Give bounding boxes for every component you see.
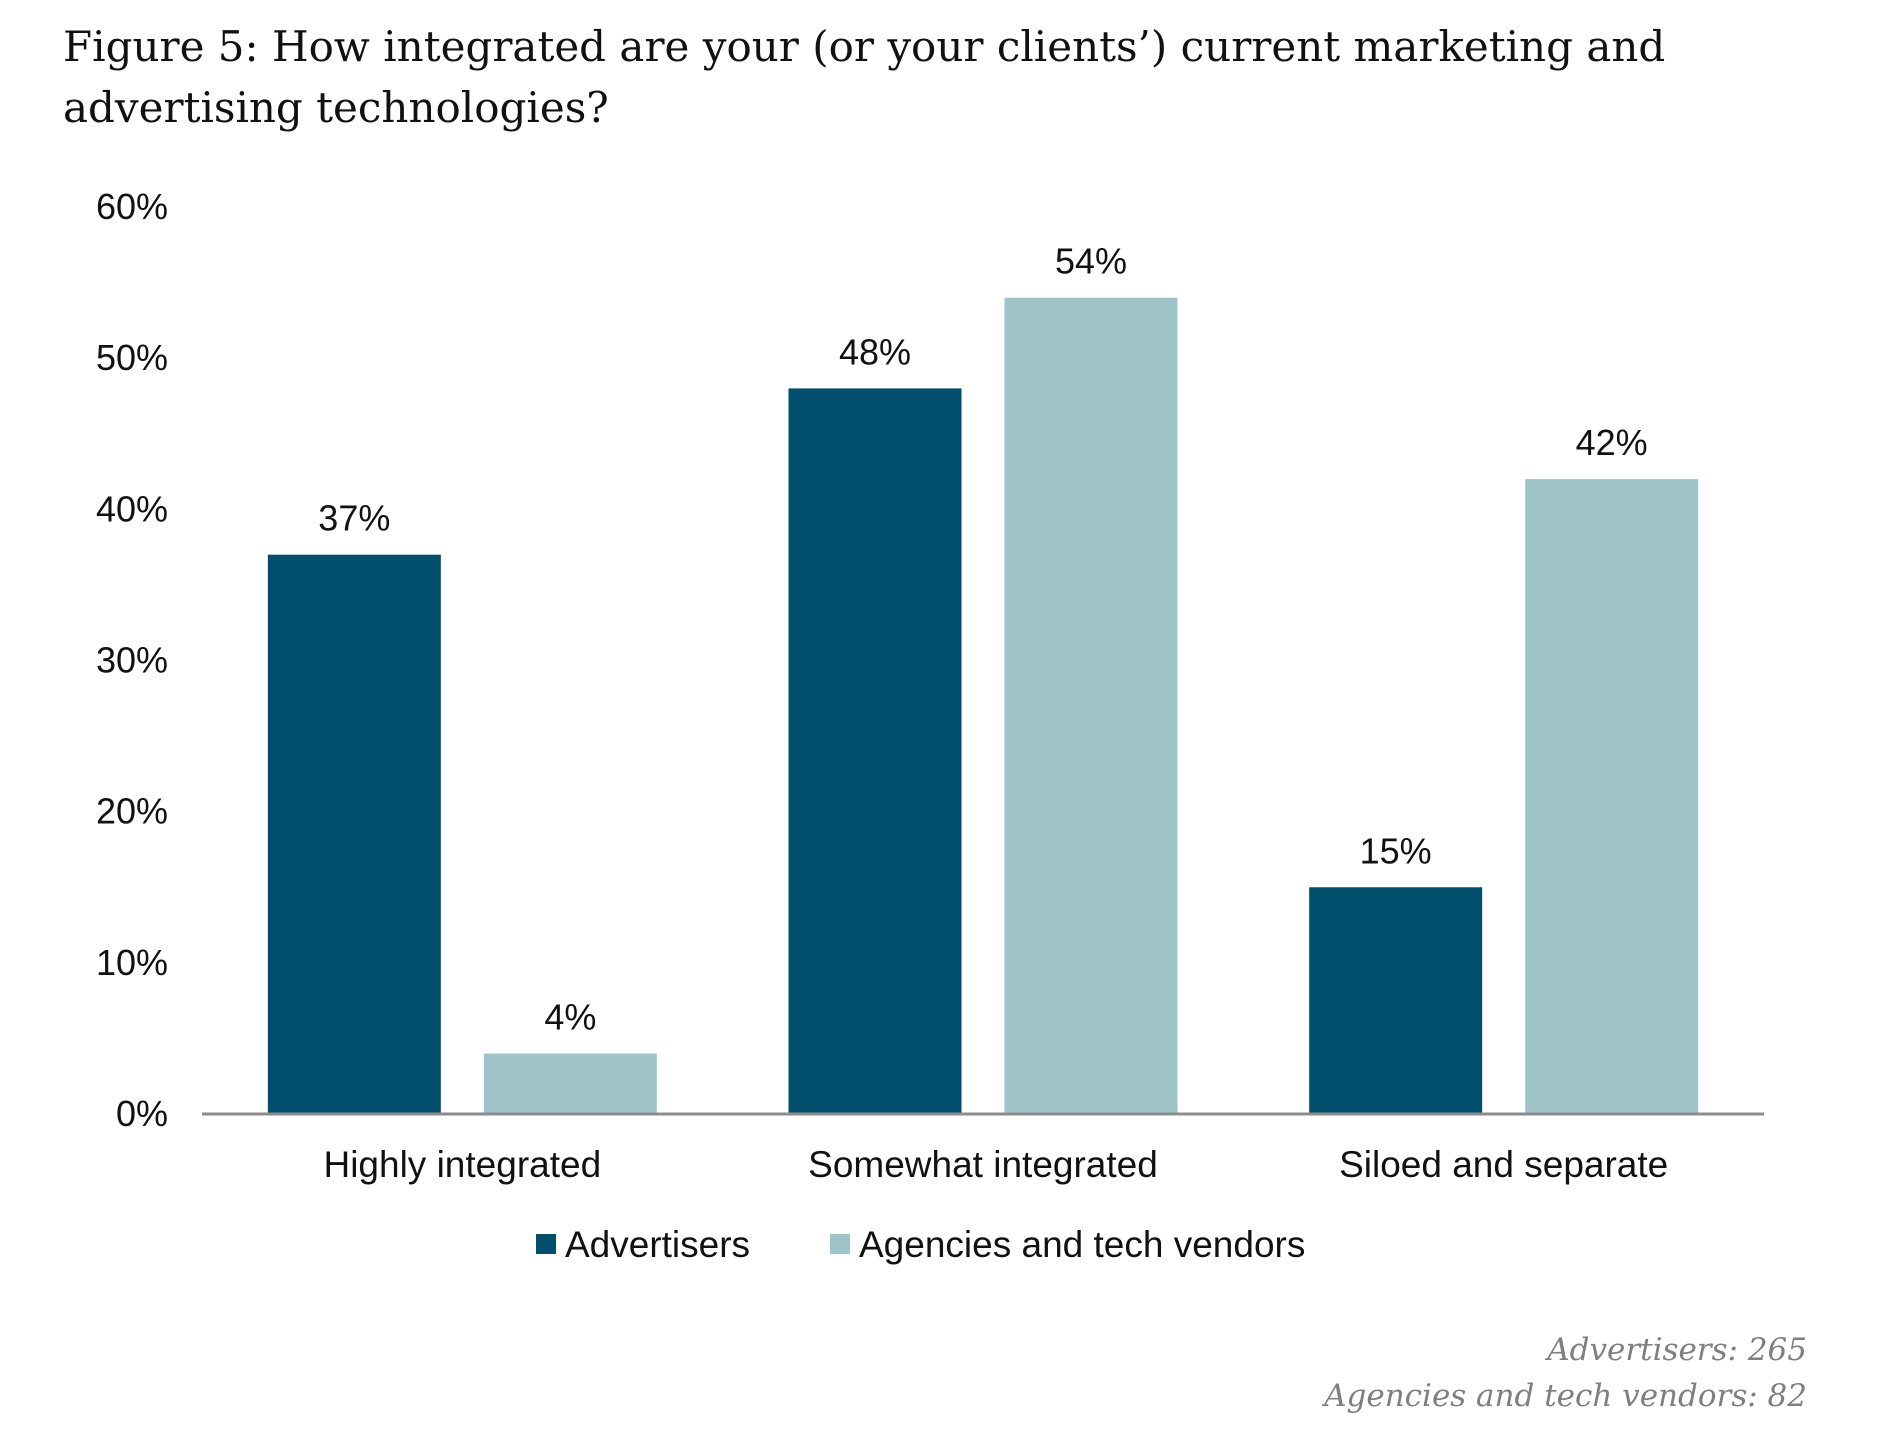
data-label: 48% [839, 331, 911, 372]
y-tick-label: 20% [96, 791, 168, 832]
y-tick-label: 10% [96, 942, 168, 983]
y-tick-label: 0% [116, 1093, 168, 1134]
y-tick-label: 40% [96, 488, 168, 529]
data-label: 42% [1576, 422, 1648, 463]
bar-agencies-1 [1004, 297, 1178, 1114]
x-category-label: Siloed and separate [1339, 1144, 1668, 1185]
y-tick-label: 60% [96, 186, 168, 227]
data-label: 37% [318, 498, 390, 539]
legend-swatch [536, 1234, 556, 1254]
x-category-label: Somewhat integrated [808, 1144, 1158, 1185]
legend-label: Advertisers [565, 1224, 750, 1265]
bar-advertisers-2 [1309, 887, 1483, 1114]
y-tick-label: 50% [96, 337, 168, 378]
bar-advertisers-1 [788, 388, 962, 1114]
sample-size-advertisers: Advertisers: 265 [1547, 1332, 1807, 1368]
data-label: 15% [1360, 830, 1432, 871]
chart-title: Figure 5: How integrated are your (or yo… [63, 22, 1666, 132]
x-category-label: Highly integrated [323, 1144, 601, 1185]
bar-agencies-0 [483, 1053, 657, 1114]
data-label: 54% [1055, 241, 1127, 282]
sample-size-agencies: Agencies and tech vendors: 82 [1324, 1378, 1807, 1414]
y-tick-label: 30% [96, 640, 168, 681]
bar-agencies-2 [1525, 479, 1699, 1115]
legend-swatch [830, 1234, 850, 1254]
data-label: 4% [544, 997, 596, 1038]
bar-advertisers-0 [267, 554, 441, 1114]
legend-label: Agencies and tech vendors [859, 1224, 1305, 1265]
